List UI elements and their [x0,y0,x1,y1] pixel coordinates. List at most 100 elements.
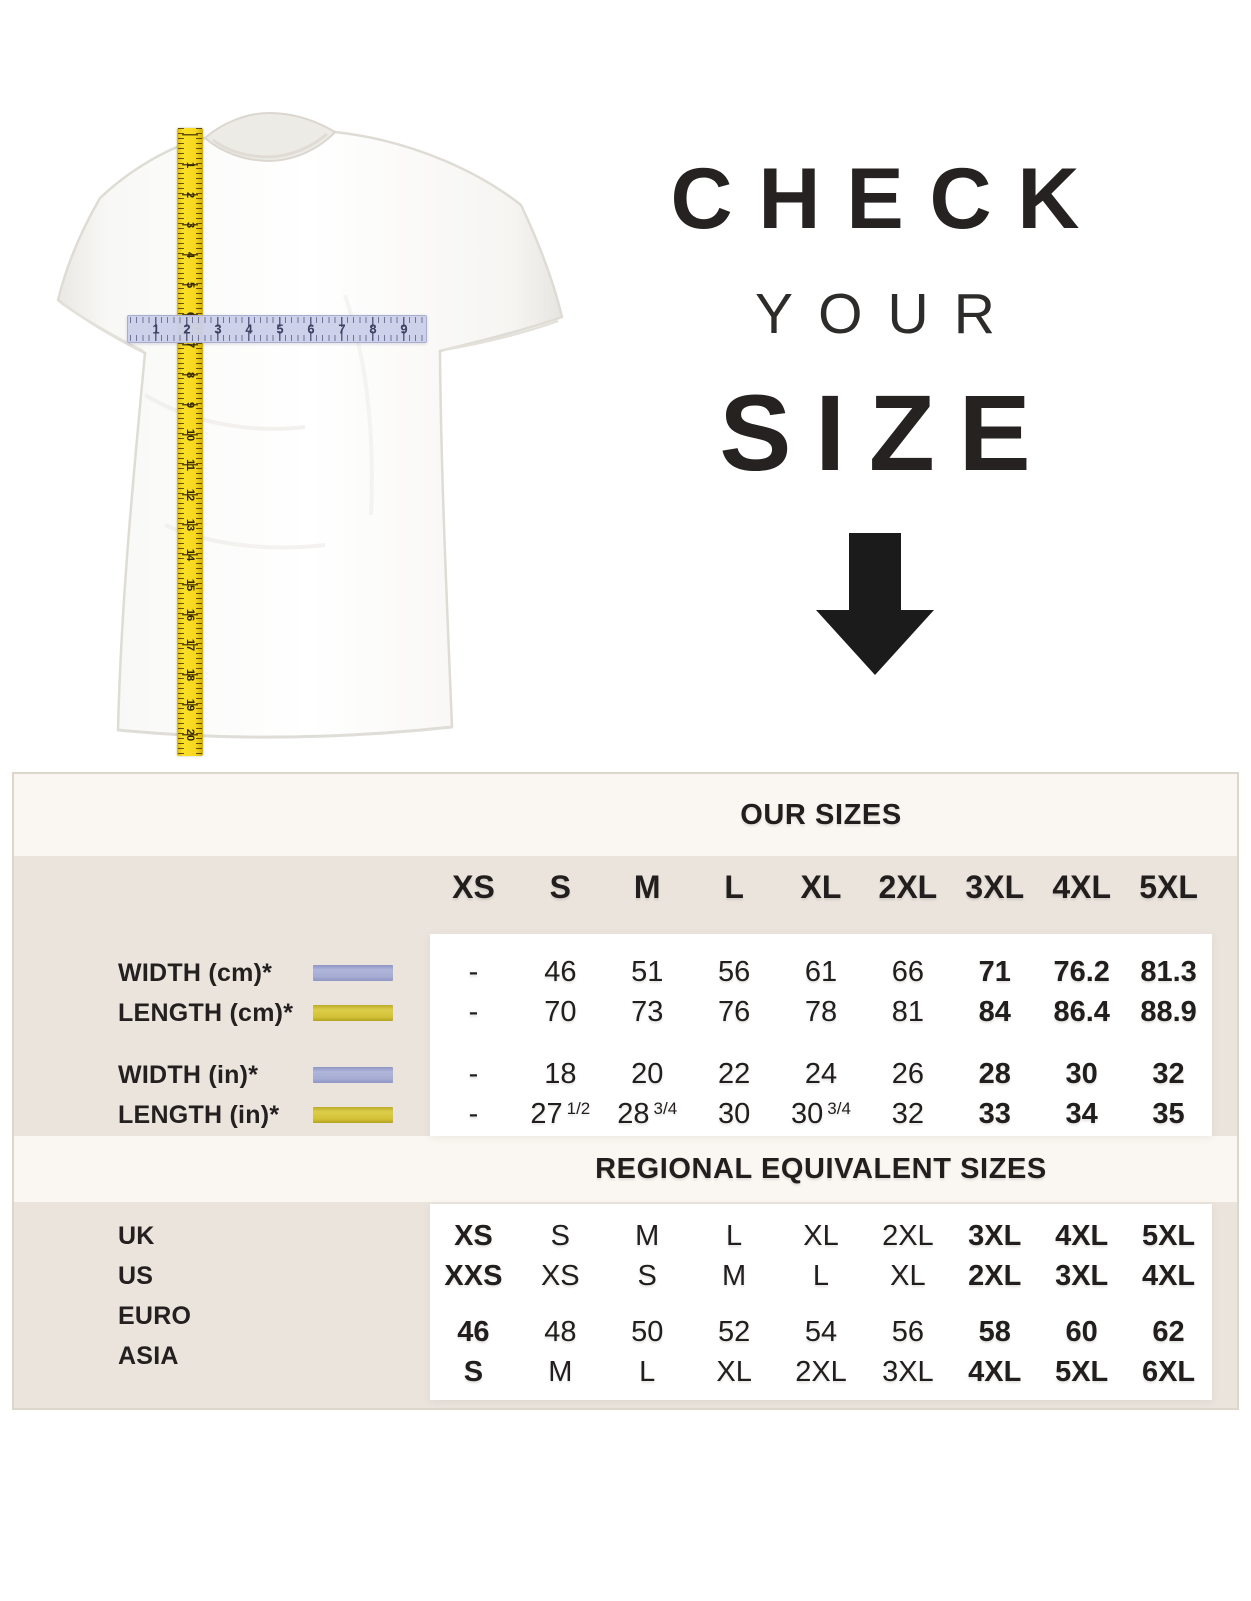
tape-number: 1 [184,161,196,169]
ruler-number: 6 [307,321,315,337]
size-cell: 28 [978,1057,1011,1090]
regional-title: REGIONAL EQUIVALENT SIZES [595,1152,1047,1185]
region-label-row: US [14,1256,430,1296]
column-header-4xl: 4XL [1052,868,1111,905]
size-cell: 66 [891,955,925,988]
yellow-legend-bar [313,1107,393,1123]
size-cell: XL [716,1355,752,1388]
size-cell: 48 [544,1315,577,1348]
size-cell: 30 3/4 [791,1097,851,1130]
tape-number: 8 [184,371,196,379]
size-cell: 56 [891,1315,925,1348]
size-cell: 3XL [968,1219,1022,1252]
size-chart: OUR SIZES XS S M L XL 2XL 3XL 4XL 5XL WIDTH (cm)… [12,772,1239,1410]
size-cell: 2XL [968,1259,1022,1292]
size-cell: 4XL [1141,1259,1196,1292]
ruler-number: 4 [245,321,253,337]
size-cell: XL [803,1219,839,1252]
size-cell: 3XL [882,1355,934,1388]
yellow-legend-bar [313,1005,393,1021]
size-cell: 84 [978,995,1011,1028]
regional-panel: XS S M L XL 2XL 3XL 4XL 5XL XXS XS S M L XL 2XL 3XL 4XL 46… [430,1204,1212,1400]
tape-number: 17 [184,638,196,652]
size-row: - 27 1/2 28 3/4 30 30 3/4 32 33 34 35 [430,1094,1212,1134]
tape-number: 2 [184,191,196,199]
ruler-number: 8 [369,321,377,337]
size-cell: 28 3/4 [617,1097,678,1130]
size-row: XXS XS S M L XL 2XL 3XL 4XL [430,1256,1212,1296]
tape-number: 5 [184,281,196,289]
size-cell: 5XL [1055,1355,1109,1388]
size-cell: 33 [978,1097,1011,1130]
size-cell: 4XL [1055,1219,1109,1252]
vertical-measuring-tape-icon: 1234567891011121314151617181920 [177,128,203,762]
size-cell: 34 [1065,1097,1098,1130]
size-cell: 88.9 [1140,995,1197,1028]
tape-number: 9 [184,401,196,409]
region-label: ASIA [118,1341,179,1370]
region-label: UK [118,1221,155,1250]
size-cell: 61 [804,955,838,988]
headline-your: YOUR [755,282,1021,346]
size-cell: 22 [717,1057,751,1090]
size-cell: - [468,1097,479,1130]
measurements-panel: - 46 51 56 61 66 71 76.2 81.3 - 70 73 76 78 81 84 86.4 88… [430,934,1212,1136]
size-cell: XL [890,1259,926,1292]
column-header-5xl: 5XL [1139,868,1198,905]
size-cell: M [722,1259,747,1292]
size-cell: - [468,995,479,1028]
measure-label: WIDTH (in)* [118,1060,259,1089]
column-header-l: L [724,868,744,905]
column-header-m: M [633,868,661,905]
ruler-number: 5 [276,321,284,337]
measure-label-row: WIDTH (in)* [14,1055,430,1095]
size-cell: 76.2 [1053,955,1110,988]
size-cell: 35 [1152,1097,1185,1130]
fraction: 3/4 [827,1098,851,1118]
size-cell: 30 [717,1097,751,1130]
size-cell: 51 [631,955,664,988]
size-cell: 32 [891,1097,925,1130]
size-cell: 71 [978,955,1011,988]
size-cell: S [637,1259,657,1292]
size-cell: XXS [444,1259,503,1292]
tape-number: 20 [184,728,196,742]
regional-block: UK US EURO ASIA XS S M L XL 2XL 3XL 4XL 5XL XXS XS S M L… [14,1202,1237,1408]
measure-label: WIDTH (cm)* [118,958,273,987]
region-label-row: EURO [14,1296,430,1336]
lavender-legend-bar [313,1067,393,1083]
size-cell: 18 [544,1057,577,1090]
regional-band: REGIONAL EQUIVALENT SIZES [14,1136,1237,1202]
measurements-block: WIDTH (cm)* LENGTH (cm)* WIDTH (in)* LENGTH… [14,918,1237,1136]
size-row: XS S M L XL 2XL 3XL 4XL 5XL [430,1216,1212,1256]
size-row: - 70 73 76 78 81 84 86.4 88.9 [430,992,1212,1032]
headline-check: CHECK [670,151,1106,247]
size-cell: 46 [457,1315,490,1348]
size-cell: 54 [804,1315,838,1348]
size-cell: 76 [717,995,751,1028]
tape-number: 4 [184,251,196,259]
tape-number: 10 [184,428,196,442]
size-cell: 24 [804,1057,838,1090]
size-row: - 18 20 22 24 26 28 30 32 [430,1054,1212,1094]
size-cell: XS [454,1219,493,1252]
tape-number: 12 [184,488,196,502]
size-cell: L [726,1219,743,1252]
ruler-number: 3 [214,321,222,337]
size-cell: 86.4 [1053,995,1110,1028]
measure-label: LENGTH (cm)* [118,998,294,1027]
size-cell: 26 [891,1057,925,1090]
measure-label-row: LENGTH (cm)* [14,993,430,1033]
column-header-xl: XL [800,868,842,905]
our-sizes-band: OUR SIZES [14,774,1237,856]
column-header-s: S [549,868,571,905]
hero-section: 1234567891011121314151617181920 12345678… [0,0,1251,770]
ruler-number: 1 [152,321,160,337]
size-cell: 2XL [795,1355,847,1388]
region-label-row: UK [14,1216,430,1256]
headline-size: SIZE [719,372,1055,493]
size-cell: - [468,955,479,988]
tape-number: 15 [184,578,196,592]
tape-number: 3 [184,221,196,229]
